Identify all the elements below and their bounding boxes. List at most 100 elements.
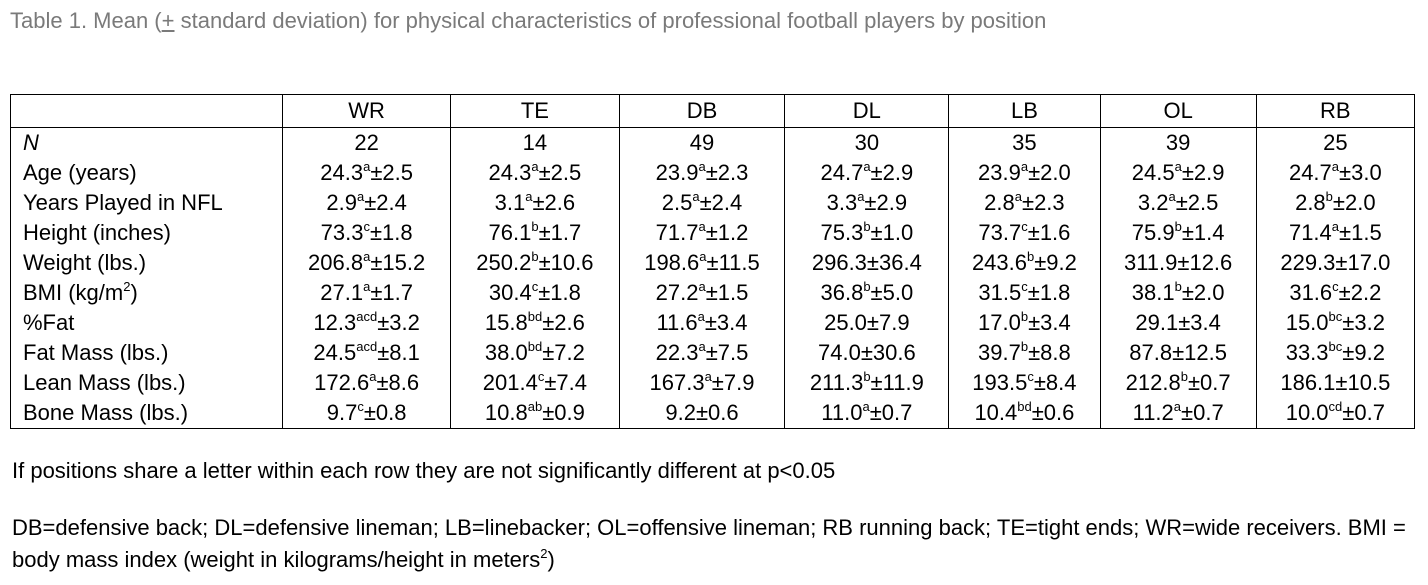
mean-value: 22.3 xyxy=(655,340,699,365)
sd-value: ±1.8 xyxy=(1027,280,1071,305)
mean-value: 38.0 xyxy=(484,340,528,365)
row-label: Fat Mass (lbs.) xyxy=(10,338,283,368)
sd-value: ±5.0 xyxy=(870,280,914,305)
significance-letters: a xyxy=(704,369,712,384)
table-cell: 15.0bc±3.2 xyxy=(1255,308,1416,338)
sd-value: ±3.4 xyxy=(704,310,748,335)
significance-letters: bc xyxy=(1328,339,1343,354)
sd-value: ±7.5 xyxy=(705,340,749,365)
sd-value: ±0.7 xyxy=(1187,370,1231,395)
sd-value: ±2.9 xyxy=(870,160,914,185)
table-cell: 31.5c±1.8 xyxy=(948,278,1101,308)
table-cell: 29.1±3.4 xyxy=(1099,308,1257,338)
significance-letters: a xyxy=(692,189,700,204)
caption-prefix: Table 1. Mean ( xyxy=(10,8,162,33)
table-cell: 2.8b±2.0 xyxy=(1255,188,1416,218)
row-label: Weight (lbs.) xyxy=(10,248,283,278)
table-cell: 296.3±36.4 xyxy=(784,248,950,278)
sd-value: ±3.4 xyxy=(1178,310,1221,335)
mean-value: 250.2 xyxy=(476,250,532,275)
mean-value: 73.7 xyxy=(978,220,1022,245)
significance-letters: a xyxy=(862,399,870,414)
table-row: Weight (lbs.) 206.8a±15.2 250.2b±10.6 198.6… xyxy=(10,248,1416,278)
significance-letters: a xyxy=(698,339,706,354)
mean-value: 15.8 xyxy=(484,310,528,335)
table-cell: 38.1b±2.0 xyxy=(1099,278,1257,308)
sd-value: ±1.2 xyxy=(705,220,749,245)
mean-value: 24.5 xyxy=(313,340,357,365)
mean-value: 186.1 xyxy=(1280,370,1336,395)
table-cell: 3.2a±2.5 xyxy=(1099,188,1257,218)
mean-value: 39.7 xyxy=(978,340,1021,365)
sd-value: ±2.4 xyxy=(364,190,407,215)
significance-letters: b xyxy=(1174,279,1182,294)
sd-value: ±0.7 xyxy=(869,400,913,425)
significance-letters: c xyxy=(1027,369,1034,384)
significance-letters: a xyxy=(356,189,365,204)
mean-value: 10.4 xyxy=(974,400,1018,425)
row-label-text: BMI (kg/m xyxy=(23,280,124,305)
mean-value: 311.9 xyxy=(1123,250,1178,275)
data-table: WR TE DB DL LB OL RB N 22 14 49 30 35 39… xyxy=(10,94,1416,429)
table-cell: 38.0bd±7.2 xyxy=(450,338,620,368)
table-cell: 35 xyxy=(948,127,1101,158)
table-row: BMI (kg/m2) 27.1a±1.7 30.4c±1.8 27.2a±1.5 36… xyxy=(10,278,1416,308)
caption-plus-minus: + xyxy=(161,8,175,33)
row-label-superscript: 2 xyxy=(123,279,131,294)
table-cell: 73.7c±1.6 xyxy=(948,218,1101,248)
sd-value: ±1.6 xyxy=(1027,220,1071,245)
sd-value: ±0.7 xyxy=(1342,400,1385,425)
table-cell: 87.8±12.5 xyxy=(1099,338,1257,368)
significance-letters: b xyxy=(863,219,871,234)
sd-value: ±2.0 xyxy=(1181,280,1225,305)
sd-value: ±7.4 xyxy=(544,370,587,395)
significance-letters: ab xyxy=(527,399,543,414)
sd-value: ±1.4 xyxy=(1181,220,1225,245)
row-label: %Fat xyxy=(10,308,283,338)
mean-value: 211.3 xyxy=(809,370,864,395)
table-cell: 17.0b±3.4 xyxy=(948,308,1101,338)
table-cell: 71.4a±1.5 xyxy=(1255,218,1416,248)
sd-value: ±0.9 xyxy=(542,400,585,425)
table-cell: 10.0cd±0.7 xyxy=(1255,398,1416,429)
sd-value: ±8.4 xyxy=(1033,370,1077,395)
table-cell: 24.3a±2.5 xyxy=(450,158,620,188)
significance-letters: a xyxy=(698,279,706,294)
significance-letters: a xyxy=(363,159,371,174)
significance-letters: acd xyxy=(356,339,378,354)
table-cell: 74.0±30.6 xyxy=(784,338,950,368)
abbreviations-note: DB=defensive back; DL=defensive lineman;… xyxy=(12,512,1412,576)
significance-letters: a xyxy=(699,249,707,264)
significance-note: If positions share a letter within each … xyxy=(12,458,836,483)
table-cell: 27.1a±1.7 xyxy=(281,278,452,308)
row-label-text: Weight (lbs.) xyxy=(23,250,147,275)
significance-letters: a xyxy=(697,309,705,324)
row-label: Age (years) xyxy=(10,158,283,188)
significance-letters: b xyxy=(1180,369,1188,384)
table-cell: 22 xyxy=(281,127,452,158)
table-cell: 75.3b±1.0 xyxy=(784,218,950,248)
significance-letters: bd xyxy=(527,309,543,324)
sd-value: ±2.4 xyxy=(699,190,743,215)
mean-value: 36.8 xyxy=(820,280,864,305)
table-cell: 193.5c±8.4 xyxy=(948,368,1101,398)
significance-letters: b xyxy=(531,219,539,234)
column-header-ol: OL xyxy=(1099,94,1257,128)
significance-letters: c xyxy=(357,399,364,414)
table-cell: 23.9a±2.3 xyxy=(618,158,786,188)
sd-value: ±9.2 xyxy=(1034,250,1077,275)
sd-value: ±2.3 xyxy=(1022,190,1065,215)
table-cell: 10.8ab±0.9 xyxy=(450,398,620,429)
mean-value: 10.0 xyxy=(1285,400,1329,425)
table-cell: 24.7a±3.0 xyxy=(1255,158,1416,188)
mean-value: 24.7 xyxy=(820,160,864,185)
row-label-suffix: ) xyxy=(130,280,138,305)
table-cell: 206.8a±15.2 xyxy=(281,248,452,278)
sd-value: ±7.9 xyxy=(711,370,755,395)
mean-value: 71.7 xyxy=(655,220,699,245)
mean-value: 31.6 xyxy=(1289,280,1333,305)
row-label-text: Height (inches) xyxy=(23,220,171,245)
sd-value: ±1.5 xyxy=(705,280,749,305)
row-label: BMI (kg/m2) xyxy=(10,278,283,308)
sd-value: ±12.5 xyxy=(1172,340,1227,365)
